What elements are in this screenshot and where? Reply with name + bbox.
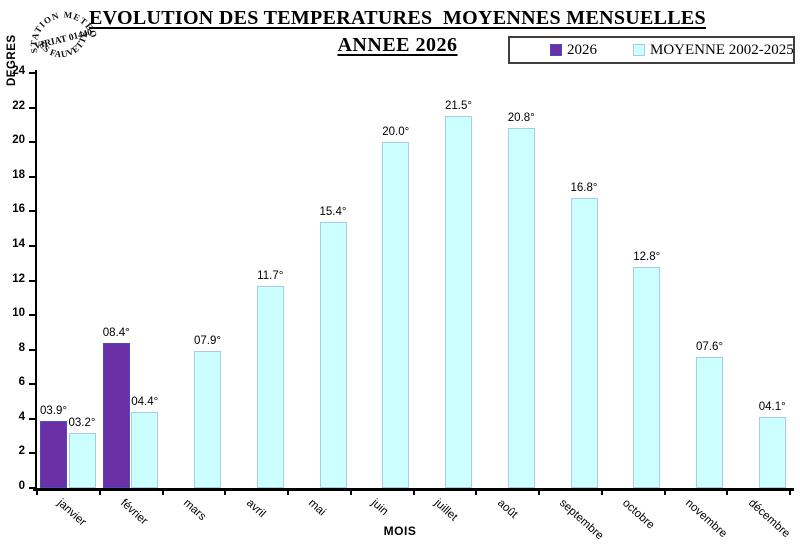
x-tick-mark [663, 491, 666, 495]
bar-MOYENNE-2002-2025-janvier [68, 432, 96, 488]
bar-value-label: 20.0° [382, 126, 410, 139]
x-category-label: juillet [431, 497, 460, 524]
x-tick-mark [98, 491, 101, 495]
y-tick-label: 18 [12, 168, 25, 181]
y-tick-mark [29, 452, 35, 455]
x-tick-mark [161, 491, 164, 495]
y-tick-mark [29, 106, 35, 109]
station-stamp: STATION METEO VIRIAT 01440 LES FAUVETTES [25, 2, 100, 68]
y-tick-mark [29, 279, 35, 282]
bar-value-label: 11.7° [257, 269, 284, 282]
x-tick-mark [412, 491, 415, 495]
bar-MOYENNE-2002-2025-avril [256, 285, 284, 488]
x-tick-mark [726, 491, 729, 495]
bar-value-label: 15.4° [319, 205, 347, 218]
chart-subtitle: ANNEE 2026 [337, 34, 458, 56]
x-tick-mark [349, 491, 352, 495]
y-tick-mark [29, 383, 35, 386]
x-category-label: juin [369, 497, 391, 518]
y-tick-mark [29, 244, 35, 247]
x-axis-label: MOIS [383, 524, 417, 538]
bar-MOYENNE-2002-2025-juin [382, 142, 410, 488]
bar-value-label: 12.8° [633, 250, 661, 263]
legend-label-moyenne: MOYENNE 2002-2025 [650, 41, 794, 58]
x-category-label: janvier [55, 497, 89, 529]
legend-label-2026: 2026 [567, 41, 597, 58]
y-tick-mark [29, 314, 35, 317]
x-category-label: février [118, 497, 150, 528]
bar-MOYENNE-2002-2025-septembre [570, 197, 598, 488]
legend-item-2026: 2026 [550, 42, 597, 59]
bar-value-label: 16.8° [570, 181, 598, 194]
y-tick-mark [29, 417, 35, 420]
bar-MOYENNE-2002-2025-août [507, 128, 535, 488]
bar-MOYENNE-2002-2025-juillet [445, 116, 472, 488]
y-tick-label: 24 [12, 65, 25, 77]
x-category-label: novembre [682, 497, 729, 541]
bar-value-label: 07.9° [194, 335, 221, 348]
x-tick-mark [224, 491, 227, 495]
y-tick-label: 4 [18, 410, 25, 423]
bar-value-label: 03.2° [68, 416, 96, 429]
y-tick-label: 14 [12, 237, 25, 250]
bar-value-label: 04.1° [758, 401, 786, 414]
bar-MOYENNE-2002-2025-décembre [758, 417, 786, 488]
y-tick-label: 20 [12, 134, 25, 147]
y-tick-mark [29, 175, 35, 178]
x-category-label: décembre [745, 497, 792, 541]
bar-MOYENNE-2002-2025-octobre [633, 266, 661, 488]
plot-area: 0 2 4 6 8 10 12 14 16 18 20 22 24 janvier février mars a… [12, 65, 794, 542]
y-tick-mark [29, 72, 35, 74]
y-tick-mark [29, 487, 35, 489]
x-tick-mark [789, 491, 791, 495]
x-category-label: septembre [557, 497, 606, 543]
bar-2026-janvier [40, 420, 67, 488]
y-tick-label: 12 [12, 272, 25, 285]
y-tick-label: 6 [18, 376, 25, 389]
y-tick-mark [29, 348, 35, 351]
chart-header: EVOLUTION DES TEMPERATURES MOYENNES MENS… [0, 7, 795, 57]
bar-value-label: 07.6° [696, 340, 723, 353]
x-category-label: octobre [620, 497, 657, 532]
x-category-label: mars [180, 497, 208, 524]
bar-MOYENNE-2002-2025-mars [194, 351, 221, 488]
legend-swatch-moyenne [633, 44, 645, 56]
y-tick-label: 22 [12, 99, 25, 112]
bar-value-label: 21.5° [445, 100, 472, 113]
x-tick-mark [287, 491, 289, 495]
x-tick-mark [600, 491, 603, 495]
bar-value-label: 08.4° [102, 326, 130, 339]
bar-value-label: 03.9° [40, 404, 67, 417]
bar-value-label: 20.8° [507, 112, 535, 125]
bar-value-label: 04.4° [131, 395, 159, 408]
y-tick-label: 2 [18, 445, 25, 458]
legend-swatch-2026 [550, 44, 562, 56]
x-category-label: avril [243, 497, 268, 521]
y-tick-label: 0 [18, 480, 25, 492]
x-axis [33, 488, 794, 491]
x-tick-mark [538, 491, 540, 495]
y-tick-label: 10 [12, 307, 25, 320]
y-tick-mark [29, 141, 35, 144]
legend: 2026 MOYENNE 2002-2025 [508, 36, 795, 64]
x-tick-mark [36, 491, 38, 495]
x-category-label: mai [306, 497, 329, 519]
x-tick-mark [475, 491, 478, 495]
chart-title: EVOLUTION DES TEMPERATURES MOYENNES MENS… [89, 7, 706, 29]
bar-MOYENNE-2002-2025-novembre [696, 356, 723, 488]
y-tick-label: 8 [18, 341, 25, 354]
y-axis [35, 70, 37, 491]
y-tick-mark [29, 210, 35, 213]
bar-MOYENNE-2002-2025-février [131, 411, 159, 488]
bar-MOYENNE-2002-2025-mai [319, 221, 347, 488]
bar-2026-février [102, 342, 130, 488]
x-category-label: août [494, 497, 520, 521]
y-tick-label: 16 [12, 203, 25, 216]
legend-item-moyenne: MOYENNE 2002-2025 [633, 42, 794, 59]
